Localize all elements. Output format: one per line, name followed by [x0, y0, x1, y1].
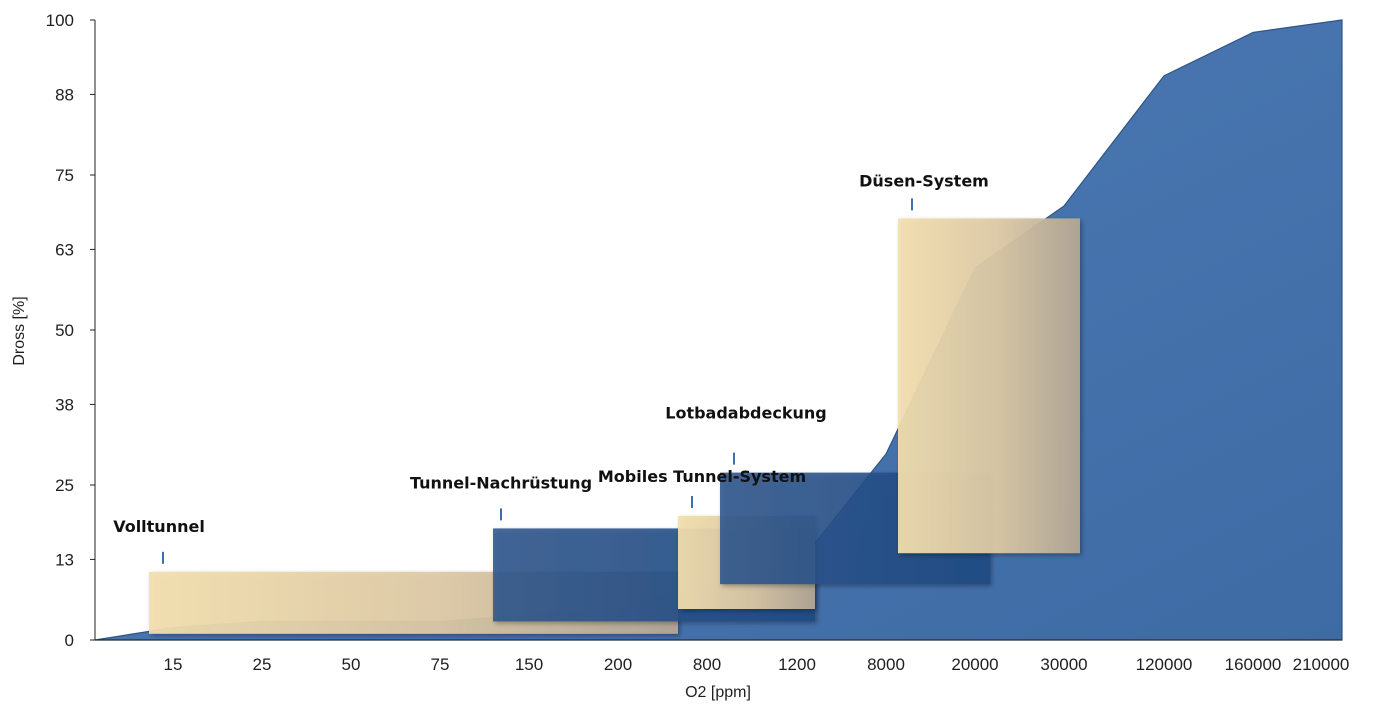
x-tick-label: 75	[431, 655, 450, 674]
y-tick-label: 13	[55, 550, 74, 569]
y-tick-label: 100	[46, 11, 74, 30]
y-tick-label: 25	[55, 476, 74, 495]
x-tick-label: 200	[604, 655, 632, 674]
y-tick-labels: 0 13 25 38 50 63 75 88 100	[46, 11, 95, 650]
x-tick-label: 120000	[1136, 655, 1193, 674]
y-tick-label: 75	[55, 166, 74, 185]
annotation-boxes	[149, 218, 1080, 634]
annotation-box	[898, 218, 1080, 554]
x-tick-label: 150	[515, 655, 543, 674]
y-tick-label: 63	[55, 240, 74, 259]
x-tick-label: 1200	[778, 655, 816, 674]
x-tick-label: 800	[693, 655, 721, 674]
y-tick-label: 38	[55, 395, 74, 414]
y-tick-label: 88	[55, 85, 74, 104]
y-tick-label: 50	[55, 321, 74, 340]
annotation-labels: Volltunnel Tunnel-Nachrüstung Mobiles Tunn…	[113, 171, 989, 564]
x-tick-labels: 15 25 50 75 150 200 800 1200 8000 20000 30000 12000…	[164, 655, 1350, 674]
x-tick-label: 8000	[867, 655, 905, 674]
x-tick-label: 30000	[1040, 655, 1087, 674]
annotation-label: Lotbadabdeckung	[665, 404, 826, 423]
x-tick-label: 50	[342, 655, 361, 674]
annotation-label: Düsen-System	[859, 171, 989, 190]
x-tick-label: 25	[253, 655, 272, 674]
y-tick-label: 0	[65, 631, 74, 650]
x-axis-label: O2 [ppm]	[685, 684, 751, 701]
x-tick-label: 15	[164, 655, 183, 674]
x-tick-label: 160000	[1225, 655, 1282, 674]
x-tick-label: 20000	[951, 655, 998, 674]
annotation-label: Tunnel-Nachrüstung	[410, 473, 592, 492]
annotation-label: Volltunnel	[113, 517, 205, 536]
y-axis-label: Dross [%]	[11, 296, 28, 365]
x-tick-label: 210000	[1293, 655, 1350, 674]
annotation-label: Mobiles Tunnel-System	[598, 467, 806, 486]
